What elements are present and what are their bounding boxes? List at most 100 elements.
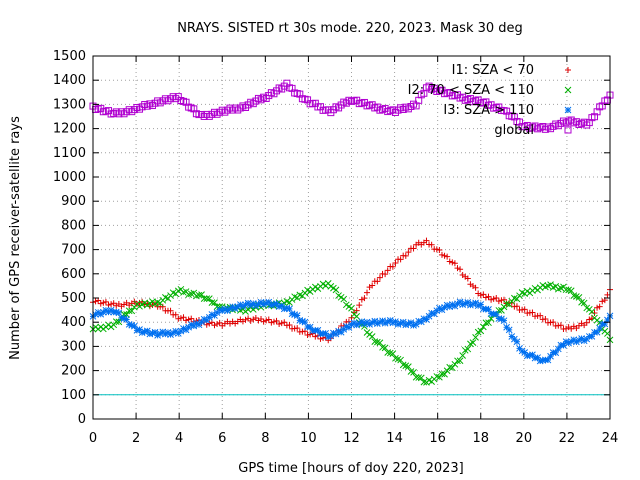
data-point (102, 298, 109, 305)
legend-marker (565, 67, 571, 73)
y-tick-label: 1200 (53, 122, 86, 137)
data-point (216, 306, 224, 314)
data-point (562, 286, 570, 294)
x-tick-label: 24 (602, 431, 619, 446)
y-tick-label: 800 (61, 218, 86, 233)
data-point (273, 317, 280, 324)
data-point (340, 295, 348, 303)
data-point (405, 249, 412, 256)
data-point (596, 303, 603, 310)
data-point (366, 321, 373, 328)
data-point (200, 315, 208, 323)
x-tick-label: 6 (218, 431, 226, 446)
legend-label: I3: SZA > 110 (443, 103, 534, 118)
data-point (198, 291, 205, 298)
data-point (433, 246, 440, 253)
data-point (252, 314, 259, 321)
data-point (252, 302, 260, 310)
y-tick-label: 1500 (53, 49, 86, 64)
data-point (513, 303, 520, 310)
data-point (200, 295, 208, 302)
legend: I1: SZA < 70 I2: 70 < SZA < 110 I3: SZA > … (408, 63, 572, 138)
data-point (449, 259, 456, 266)
data-point (353, 321, 361, 329)
data-point (123, 316, 130, 323)
y-tick-label: 1100 (53, 146, 86, 161)
data-point (389, 319, 397, 327)
data-point (260, 318, 267, 325)
data-point (493, 294, 500, 301)
data-point (423, 237, 430, 244)
data-point (410, 245, 417, 252)
data-point (482, 294, 489, 301)
data-point (495, 307, 503, 314)
data-point (286, 322, 293, 329)
data-point (454, 357, 461, 365)
data-point (513, 338, 521, 346)
y-tick-label: 700 (61, 243, 86, 258)
data-point (376, 318, 384, 326)
grid-lines (93, 56, 610, 419)
legend-item: I2: 70 < SZA < 110 (408, 83, 572, 98)
data-point (389, 263, 396, 270)
data-point (112, 318, 120, 325)
data-point (567, 287, 575, 295)
data-point (448, 364, 456, 372)
axis-ticks: 0100200300400500600700800900100011001200… (53, 49, 618, 446)
data-point (195, 291, 203, 299)
data-point (580, 337, 588, 345)
legend-item: global (494, 123, 572, 138)
data-point (554, 345, 562, 353)
data-point (138, 329, 146, 336)
data-point (293, 312, 301, 319)
legend-item: I3: SZA > 110 (443, 103, 572, 118)
data-point (125, 321, 133, 328)
data-point (381, 319, 389, 327)
data-point (211, 322, 218, 329)
data-point (531, 354, 539, 362)
data-point (177, 315, 184, 322)
data-point (428, 309, 435, 317)
data-point (193, 320, 200, 327)
y-tick-label: 1300 (53, 97, 86, 112)
data-point (480, 291, 487, 298)
data-point (172, 311, 179, 318)
data-point (265, 316, 272, 323)
data-point (461, 300, 469, 307)
data-point (467, 301, 474, 309)
legend-marker (564, 86, 572, 94)
data-point (374, 278, 381, 285)
data-point (536, 357, 544, 365)
data-point (183, 317, 190, 324)
data-point (291, 311, 298, 319)
data-point (567, 338, 575, 345)
data-point (299, 317, 306, 325)
data-point (314, 326, 322, 334)
data-point (438, 370, 446, 378)
legend-label: global (494, 123, 534, 138)
x-tick-label: 2 (132, 431, 140, 446)
data-point (330, 329, 337, 337)
data-point (268, 301, 275, 309)
y-tick-label: 100 (61, 388, 86, 403)
data-point (288, 310, 296, 318)
data-point (108, 301, 115, 308)
x-axis-label: GPS time [hours of doy 220, 2023] (238, 461, 463, 476)
data-point (459, 352, 467, 359)
data-point (477, 327, 485, 335)
data-point (601, 320, 609, 328)
series-i3-sza-110 (89, 298, 614, 365)
data-point (335, 327, 342, 335)
data-point (281, 319, 288, 326)
legend-label: I1: SZA < 70 (452, 63, 534, 78)
data-point (245, 315, 252, 322)
data-point (247, 301, 255, 309)
data-point (216, 303, 224, 310)
data-point (441, 370, 448, 378)
data-point (472, 284, 479, 291)
data-point (268, 319, 275, 326)
legend-marker (564, 106, 572, 114)
data-point (498, 307, 505, 314)
data-point (469, 339, 477, 346)
data-point (208, 299, 216, 306)
